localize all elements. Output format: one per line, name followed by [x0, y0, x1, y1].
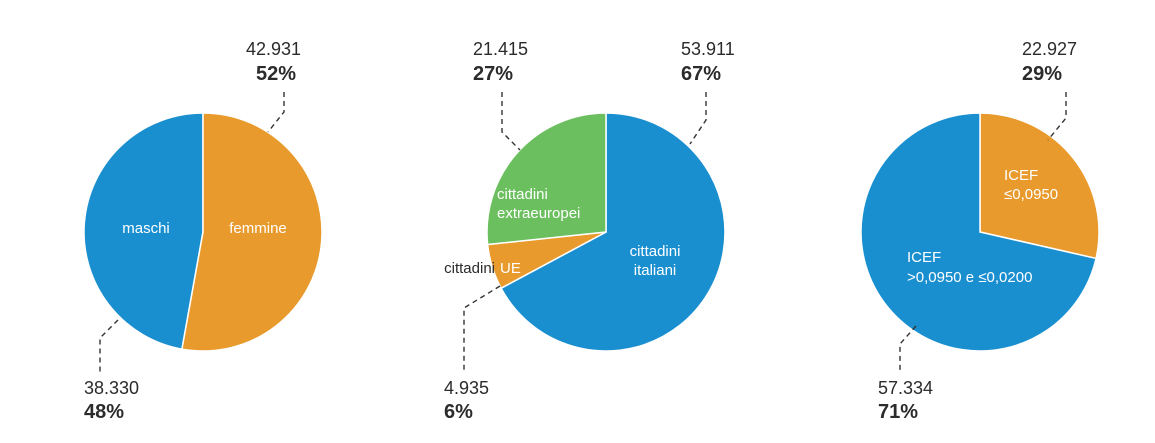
percent-ue: 6% [444, 401, 473, 423]
slice-label-italiani-line1: cittadini [630, 243, 681, 260]
percent-femmine: 52% [256, 63, 296, 85]
percent-icef-high: 71% [878, 401, 918, 423]
pie-chart-gender: maschi femmine 42.931 52% 38.330 48% [83, 39, 323, 423]
slice-label-italiani-line2: italiani [634, 262, 677, 279]
percent-icef-low: 29% [1022, 63, 1062, 85]
slice-label-maschi: maschi [122, 220, 170, 237]
leader-line-icef-low [1047, 92, 1067, 141]
slice-icef-low [979, 112, 1100, 260]
leader-line-extraeuropei [501, 92, 521, 151]
leader-line-icef-high [899, 325, 917, 370]
value-italiani: 53.911 [681, 39, 735, 59]
slice-label-icef-high-line1: ICEF [907, 249, 941, 266]
slice-label-femmine: femmine [229, 220, 287, 237]
percent-maschi: 48% [84, 401, 124, 423]
value-femmine: 42.931 [246, 39, 301, 59]
value-icef-low: 22.927 [1022, 39, 1077, 59]
leader-line-ue [463, 285, 501, 372]
slice-label-extraeuropei-line2: extraeuropei [497, 205, 580, 222]
slice-label-extraeuropei-line1: cittadini [497, 186, 548, 203]
slice-label-icef-low-line1: ICEF [1004, 167, 1038, 184]
slice-cittadini-extraeuropei [486, 112, 607, 246]
slice-label-icef-low-line2: ≤0,0950 [1004, 186, 1058, 203]
pie-chart-citizenship: cittadini italiani cittadini extraeurope… [444, 39, 735, 423]
leader-line-italiani [689, 92, 707, 145]
slice-maschi [83, 112, 204, 350]
slice-label-ue-line2: UE [500, 260, 521, 277]
slice-femmine [181, 112, 323, 352]
slice-cittadini-italiani [500, 112, 726, 352]
percent-italiani: 67% [681, 63, 721, 85]
slice-icef-high [860, 112, 1097, 352]
value-icef-high: 57.334 [878, 378, 933, 398]
percent-extraeuropei: 27% [473, 63, 513, 85]
value-ue: 4.935 [444, 378, 489, 398]
value-maschi: 38.330 [84, 378, 139, 398]
pie-chart-icef: ICEF ≤0,0950 ICEF >0,0950 e ≤0,0200 22.9… [860, 39, 1100, 423]
leader-line-femmine [267, 92, 285, 133]
slice-label-ue-line1: cittadini [444, 260, 495, 277]
leader-line-maschi [99, 319, 119, 372]
slice-label-icef-high-line2: >0,0950 e ≤0,0200 [907, 269, 1032, 286]
value-extraeuropei: 21.415 [473, 39, 528, 59]
